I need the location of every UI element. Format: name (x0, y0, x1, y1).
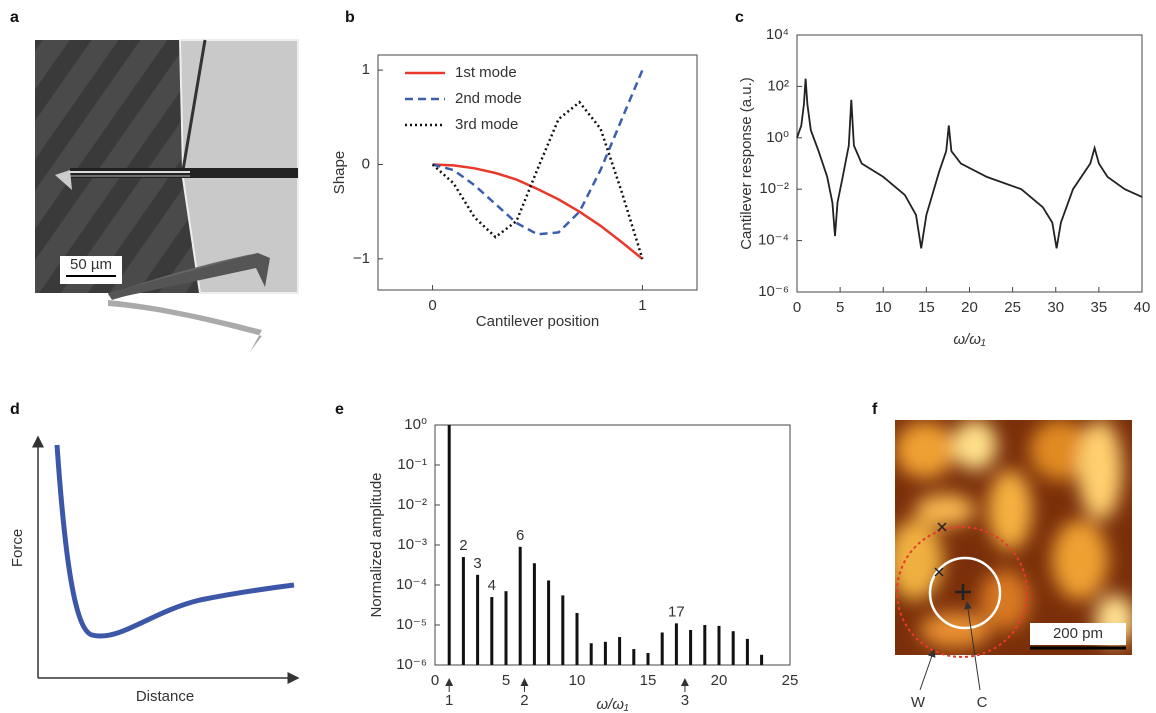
x-tick-label: 0 (431, 672, 439, 689)
mode-arrow-label: 2 (520, 692, 528, 709)
y-tick-label: 10⁻⁴ (758, 232, 789, 249)
x-tick-label: 5 (836, 299, 844, 316)
y-tick-label: −1 (353, 250, 370, 267)
panel-letter: c (735, 9, 744, 26)
y-axis-label: Force (9, 529, 26, 567)
line-series (431, 100, 644, 260)
line-series (796, 78, 1143, 249)
x-tick-label: 30 (1047, 299, 1064, 316)
y-tick-label: 10⁴ (766, 26, 789, 43)
y-tick-label: 10⁻⁶ (396, 656, 427, 673)
bar (703, 625, 707, 665)
bar-annotation: 17 (668, 603, 685, 620)
force-diagram (32, 253, 300, 684)
panel-letter: a (10, 9, 19, 26)
bar (689, 629, 693, 665)
y-axis-label: Cantilever response (a.u.) (738, 77, 755, 250)
bar (476, 574, 480, 665)
x-tick-label: 25 (1004, 299, 1021, 316)
bar-annotation: 4 (488, 577, 496, 594)
y-axis-label: Shape (331, 151, 348, 194)
bar (589, 643, 593, 665)
annotation: W (911, 694, 926, 711)
x-tick-label: 10 (875, 299, 892, 316)
bar (547, 580, 551, 665)
y-tick-label: 10⁻¹ (397, 456, 427, 473)
x-axis-label: ω/ω₁ (953, 331, 986, 348)
bar (646, 652, 650, 665)
y-tick-label: 10² (767, 77, 789, 94)
x-axis-label: Cantilever position (476, 313, 599, 330)
panel-letter: d (10, 401, 20, 418)
bar-annotation: 6 (516, 527, 524, 544)
bar (518, 546, 522, 665)
y-tick-label: 10⁻⁶ (758, 283, 789, 300)
bar (731, 631, 735, 665)
y-tick-label: 10⁻³ (397, 536, 427, 553)
x-tick-label: 40 (1134, 299, 1151, 316)
legend-label: 2nd mode (455, 90, 522, 107)
plot-frame (377, 54, 698, 291)
x-tick-label: 35 (1091, 299, 1108, 316)
y-tick-label: 10⁻⁵ (396, 616, 427, 633)
x-tick-label: 25 (782, 672, 799, 689)
bar (745, 638, 749, 665)
bar (760, 654, 764, 665)
bar-annotation: 3 (473, 555, 481, 572)
x-axis-label: Distance (136, 688, 194, 705)
bar (717, 625, 721, 665)
bar-annotation: 2 (459, 537, 467, 554)
bar (632, 649, 636, 665)
y-tick-label: 10⁰ (404, 416, 427, 433)
panel-letter: e (335, 401, 344, 418)
legend-label: 1st mode (455, 64, 517, 81)
annotation: C (977, 694, 988, 711)
y-tick-label: 10⁻⁴ (396, 576, 427, 593)
bar (561, 595, 565, 665)
bar (618, 637, 622, 665)
x-tick-label: 0 (428, 297, 436, 314)
x-axis-label: ω/ω₁ (596, 696, 629, 713)
mode-arrow-label: 1 (445, 692, 453, 709)
line-series (432, 163, 644, 260)
afm-image: 200 pm W C (895, 420, 1132, 711)
y-axis-label: Normalized amplitude (368, 472, 385, 617)
bar (603, 641, 607, 665)
panel-letter: f (872, 401, 878, 418)
y-tick-label: 10⁻² (759, 180, 789, 197)
legend-label: 3rd mode (455, 116, 518, 133)
scale-bar-label: 50 µm (70, 256, 112, 273)
bar (660, 632, 664, 665)
bar (447, 425, 451, 665)
panel-letter: b (345, 9, 355, 26)
y-tick-label: 10⁰ (766, 129, 789, 146)
y-tick-label: 0 (362, 155, 370, 172)
x-tick-label: 20 (961, 299, 978, 316)
plot-frame (434, 424, 791, 666)
x-tick-label: 10 (569, 672, 586, 689)
x-tick-label: 15 (918, 299, 935, 316)
bar (504, 591, 508, 665)
scale-bar-label: 200 pm (1053, 625, 1103, 642)
bar (575, 612, 579, 665)
y-tick-label: 10⁻² (397, 496, 427, 513)
bar (461, 557, 465, 665)
x-tick-label: 15 (640, 672, 657, 689)
x-tick-label: 20 (711, 672, 728, 689)
bar (674, 623, 678, 665)
sem-image: 50 µm (35, 39, 299, 294)
x-tick-label: 0 (793, 299, 801, 316)
bar (532, 563, 536, 665)
mode-arrow-label: 3 (681, 692, 689, 709)
x-tick-label: 1 (638, 297, 646, 314)
y-tick-label: 1 (362, 61, 370, 78)
x-tick-label: 5 (502, 672, 510, 689)
bar (490, 597, 494, 665)
